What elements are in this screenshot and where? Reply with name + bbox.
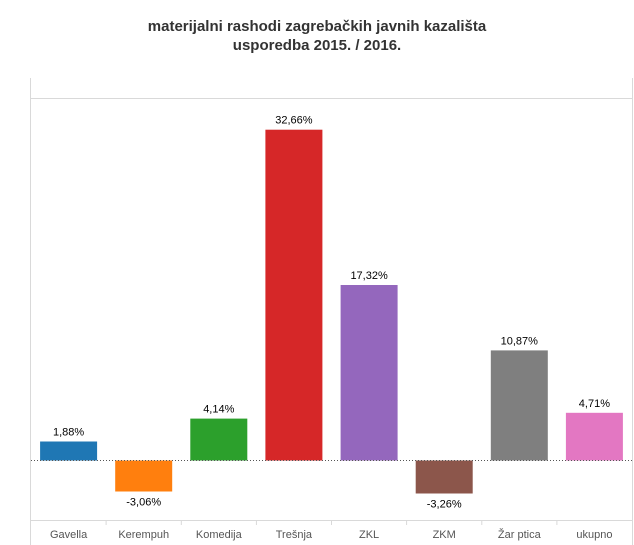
bars-group [40,129,623,494]
category-label-kerempuh: Kerempuh [118,529,169,541]
labels-group: 1,88% Gavella -3,06% Kerempuh 4,14% Komedija 3… [50,115,612,541]
category-label-ukupno: ukupno [576,529,612,541]
category-label-tresnja: Trešnja [276,529,313,541]
chart-title: materijalni rashodi zagrebačkih javnih k… [147,18,487,35]
chart-subtitle: usporedba 2015. / 2016. [232,37,402,54]
bar-zkm [415,460,473,494]
value-label-zar-ptica: 10,87% [501,335,539,347]
bar-tresnja [265,129,323,461]
category-label-zar-ptica: Žar ptica [498,528,542,541]
bar-kerempuh [115,460,173,492]
value-label-komedija: 4,14% [203,404,234,416]
bar-zar-ptica [490,350,548,461]
value-label-zkm: -3,26% [427,499,462,511]
value-label-ukupno: 4,71% [579,398,610,410]
bar-ukupno [565,412,623,461]
category-label-gavella: Gavella [50,529,88,541]
bar-komedija [190,418,248,461]
value-label-zkl: 17,32% [350,270,388,282]
category-label-zkl: ZKL [359,529,379,541]
chart-title-block: materijalni rashodi zagrebačkih javnih k… [0,17,634,55]
value-label-tresnja: 32,66% [275,115,313,127]
bar-zkl [340,285,398,461]
category-label-zkm: ZKM [433,529,456,541]
value-label-gavella: 1,88% [53,427,84,439]
bar-gavella [40,441,98,461]
x-ticks-group [105,520,558,525]
category-label-komedija: Komedija [196,529,243,541]
value-label-kerempuh: -3,06% [126,497,161,509]
